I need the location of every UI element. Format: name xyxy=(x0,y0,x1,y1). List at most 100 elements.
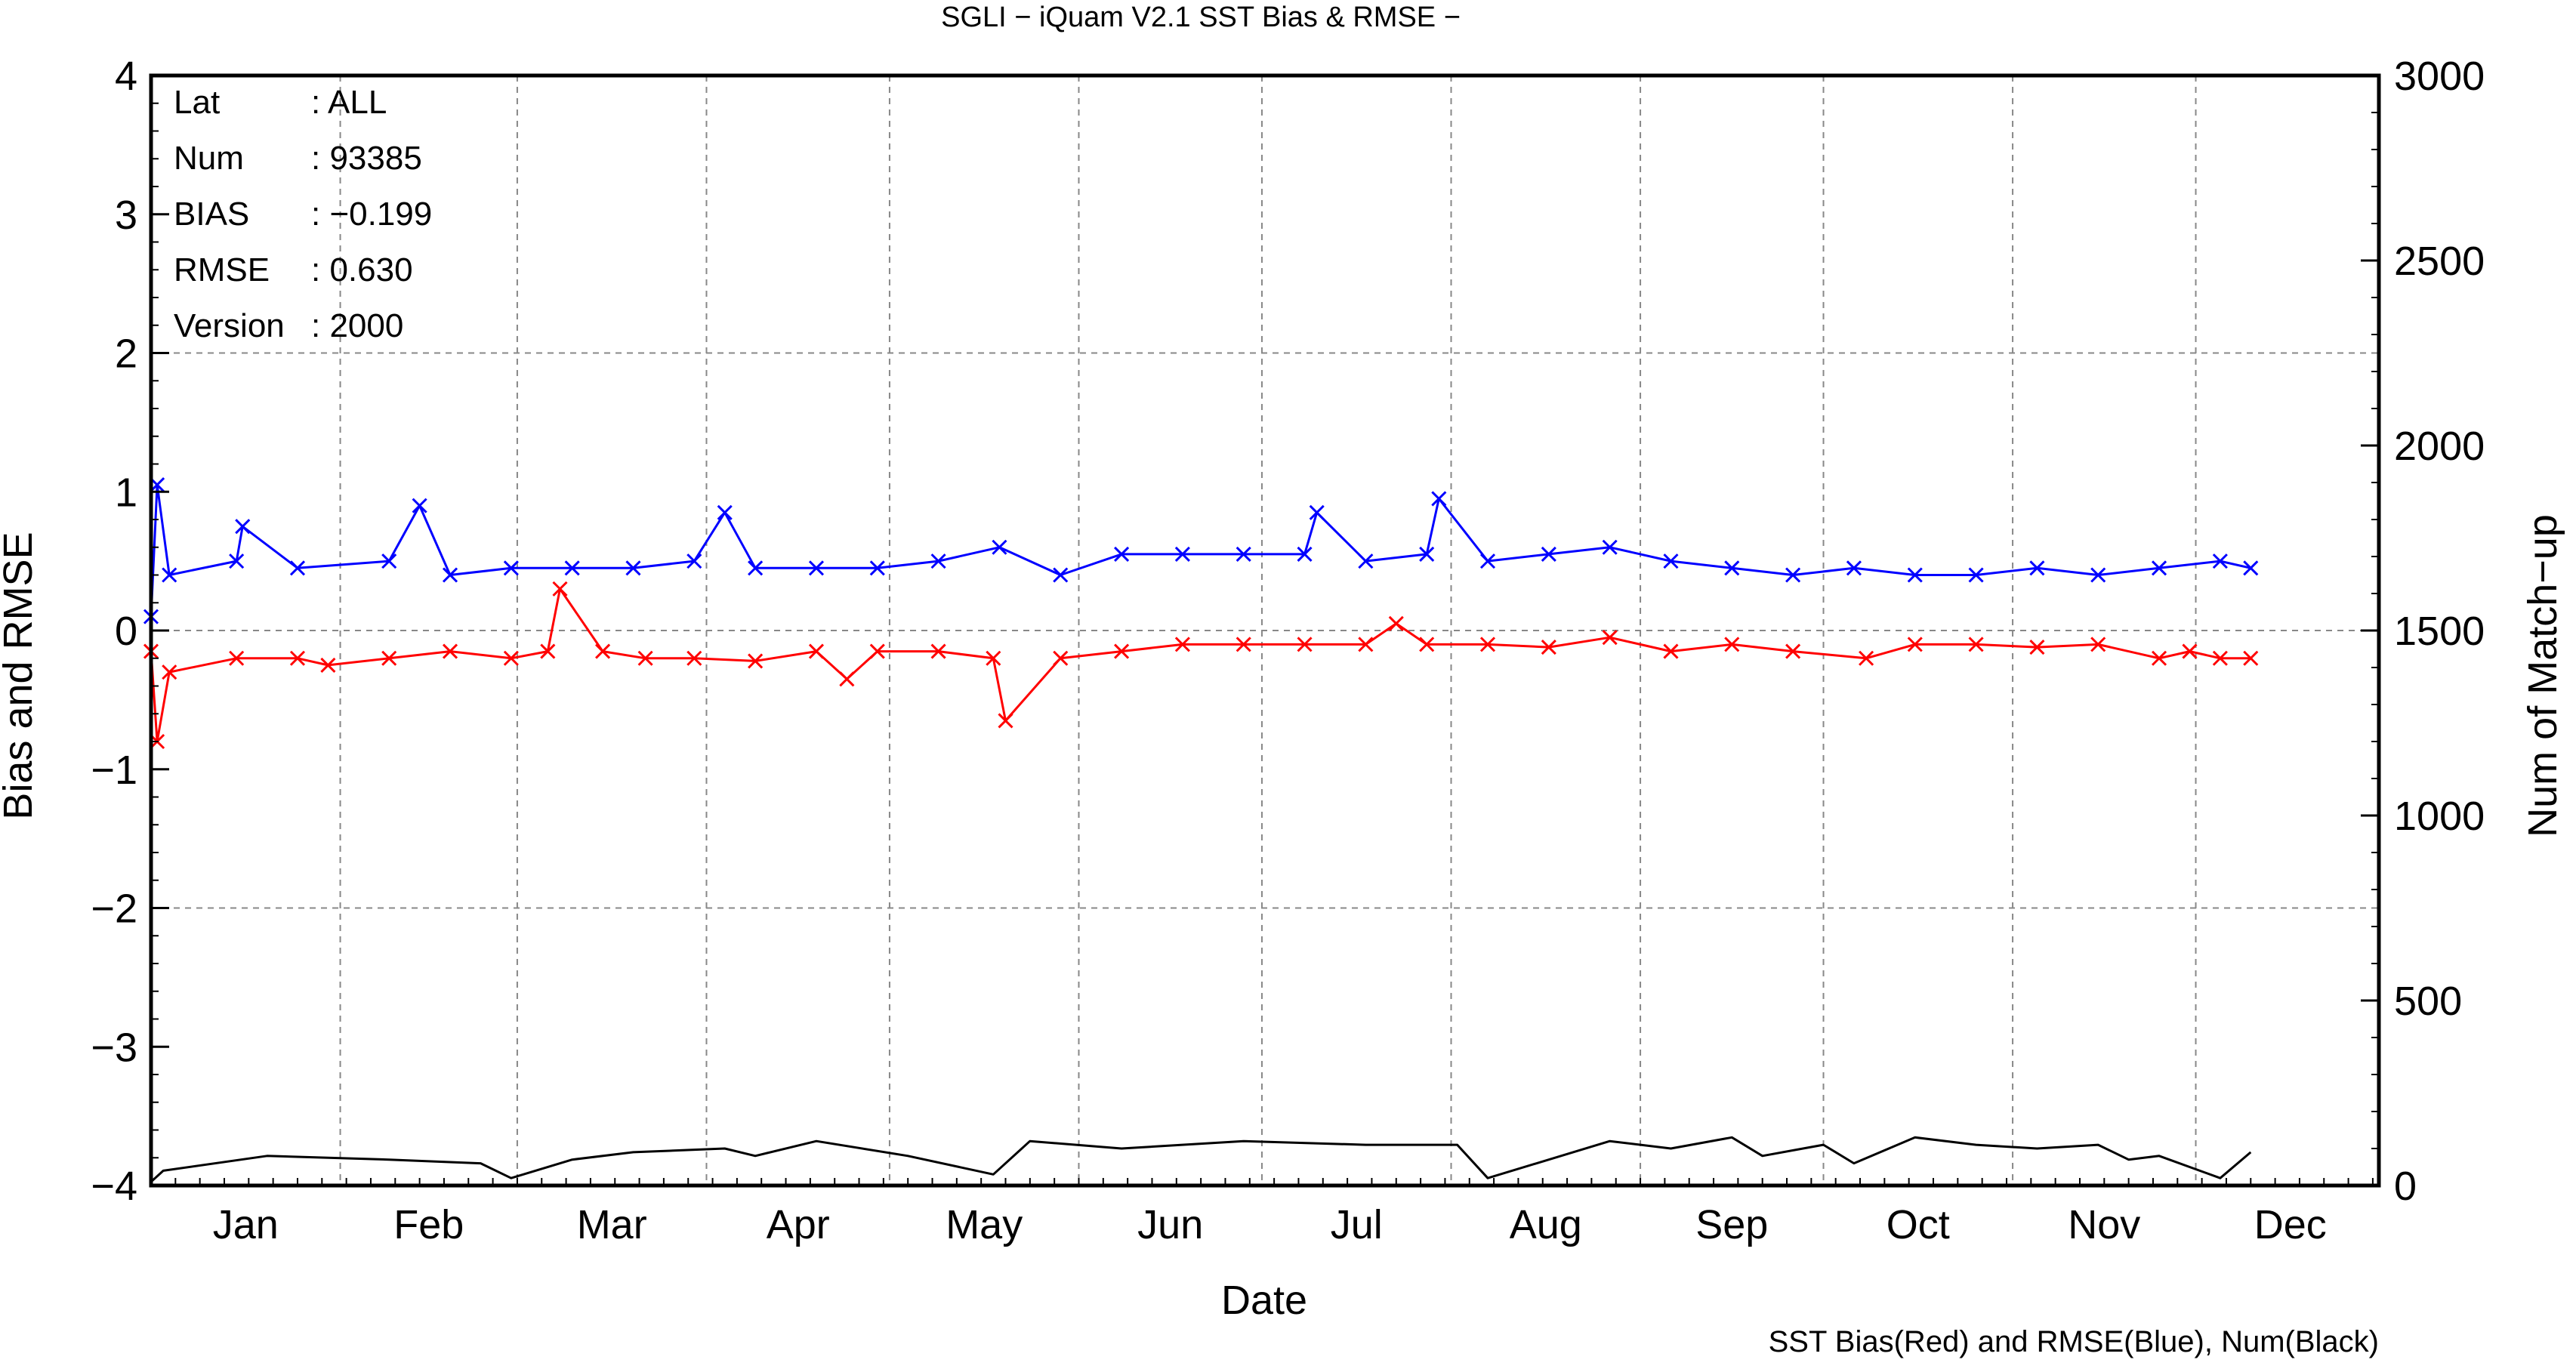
data-point-marker xyxy=(381,650,397,666)
data-point-marker xyxy=(1663,643,1679,659)
data-point-marker xyxy=(1541,546,1556,562)
data-point-marker xyxy=(2212,650,2228,666)
data-point-marker xyxy=(595,643,611,659)
data-point-marker xyxy=(1785,567,1801,583)
data-point-marker xyxy=(1859,650,1874,666)
data-point-marker xyxy=(808,643,825,659)
data-point-marker xyxy=(1541,639,1556,655)
axes: Jan Feb Mar Apr May Jun Jul Aug Sep Oct Nov Dec −4 −3… xyxy=(91,54,2485,1247)
data-point-marker xyxy=(2182,643,2198,659)
x-tick-label: Oct xyxy=(1886,1202,1950,1247)
stats-key: Lat xyxy=(174,84,220,121)
data-point-marker xyxy=(162,567,177,583)
data-point-marker xyxy=(540,643,556,659)
data-point-marker xyxy=(869,643,885,659)
data-point-marker xyxy=(930,643,946,659)
data-point-marker xyxy=(1053,567,1069,583)
data-point-marker xyxy=(2029,639,2045,655)
data-point-marker xyxy=(808,560,825,576)
series-line xyxy=(150,483,2251,617)
chart-title: SGLI − iQuam V2.1 SST Bias & RMSE − xyxy=(941,2,1461,33)
data-point-marker xyxy=(503,560,519,576)
y-tick-label: −2 xyxy=(91,886,137,932)
y2-tick-label: 2500 xyxy=(2394,239,2485,284)
y-tick-label: −3 xyxy=(91,1025,137,1070)
data-point-marker xyxy=(1968,567,1984,583)
x-tick-label: Apr xyxy=(767,1202,830,1247)
y-tick-label: 2 xyxy=(115,331,137,377)
x-tick-label: Nov xyxy=(2068,1202,2140,1247)
data-point-marker xyxy=(625,560,641,576)
data-point-marker xyxy=(1419,546,1435,562)
data-point-marker xyxy=(1602,539,1618,555)
stats-key: RMSE xyxy=(174,251,270,288)
data-point-marker xyxy=(1479,637,1496,652)
data-point-marker xyxy=(1724,560,1740,576)
data-point-marker xyxy=(1174,637,1190,652)
data-point-marker xyxy=(1053,650,1069,666)
data-point-marker xyxy=(1236,546,1251,562)
data-point-marker xyxy=(229,553,245,569)
data-point-marker xyxy=(930,553,946,569)
data-point-marker xyxy=(1358,553,1374,569)
x-tick-label: Mar xyxy=(577,1202,647,1247)
data-point-marker xyxy=(1663,553,1679,569)
grid xyxy=(151,76,2379,1186)
data-point-marker xyxy=(869,560,885,576)
y2-tick-label: 2000 xyxy=(2394,424,2485,469)
x-tick-label: Jun xyxy=(1137,1202,1203,1247)
y2-tick-label: 3000 xyxy=(2394,54,2485,99)
data-point-marker xyxy=(442,567,458,583)
data-point-marker xyxy=(162,664,177,680)
data-point-marker xyxy=(2090,637,2106,652)
data-point-marker xyxy=(320,657,336,673)
data-point-marker xyxy=(1297,637,1313,652)
data-point-marker xyxy=(2243,650,2259,666)
stats-value: : ALL xyxy=(311,84,387,121)
series-layer xyxy=(143,477,2259,1183)
stats-value: : 0.630 xyxy=(311,251,413,288)
data-point-marker xyxy=(564,560,580,576)
y-tick-label: 1 xyxy=(115,470,137,515)
data-point-marker xyxy=(1174,546,1190,562)
data-point-marker xyxy=(717,504,733,520)
y-axis-label: Bias and RMSE xyxy=(0,532,41,819)
y-tick-label: 4 xyxy=(115,54,137,99)
data-point-marker xyxy=(1907,637,1923,652)
data-point-marker xyxy=(637,650,653,666)
stats-value: : 2000 xyxy=(311,307,403,344)
y2-axis-label: Num of Match−up xyxy=(2520,514,2565,837)
data-point-marker xyxy=(442,643,458,659)
legend-note: SST Bias(Red) and RMSE(Blue), Num(Black) xyxy=(1769,1325,2379,1358)
data-point-marker xyxy=(1846,560,1862,576)
data-point-marker xyxy=(1114,546,1130,562)
data-point-marker xyxy=(839,671,855,687)
data-point-marker xyxy=(686,650,702,666)
x-tick-label: Aug xyxy=(1510,1202,1582,1247)
data-point-marker xyxy=(992,539,1007,555)
series-line xyxy=(150,587,2251,743)
data-point-marker xyxy=(1236,637,1251,652)
data-point-marker xyxy=(1785,643,1801,659)
data-point-marker xyxy=(503,650,519,666)
y-tick-label: 3 xyxy=(115,193,137,238)
stats-value: : 93385 xyxy=(311,140,422,177)
x-tick-label: Jan xyxy=(213,1202,279,1247)
data-point-marker xyxy=(1297,546,1313,562)
data-point-marker xyxy=(229,650,245,666)
data-point-marker xyxy=(1968,637,1984,652)
data-point-marker xyxy=(2212,553,2228,569)
data-point-marker xyxy=(2243,560,2259,576)
y-tick-label: 0 xyxy=(115,609,137,654)
x-tick-label: Sep xyxy=(1695,1202,1768,1247)
data-point-marker xyxy=(748,560,764,576)
data-point-marker xyxy=(1907,567,1923,583)
data-point-marker xyxy=(2151,560,2167,576)
x-tick-label: May xyxy=(946,1202,1023,1247)
data-point-marker xyxy=(1724,637,1740,652)
data-point-marker xyxy=(2090,567,2106,583)
data-point-marker xyxy=(1419,637,1435,652)
stats-key: BIAS xyxy=(174,196,249,233)
stats-key: Num xyxy=(174,140,244,177)
